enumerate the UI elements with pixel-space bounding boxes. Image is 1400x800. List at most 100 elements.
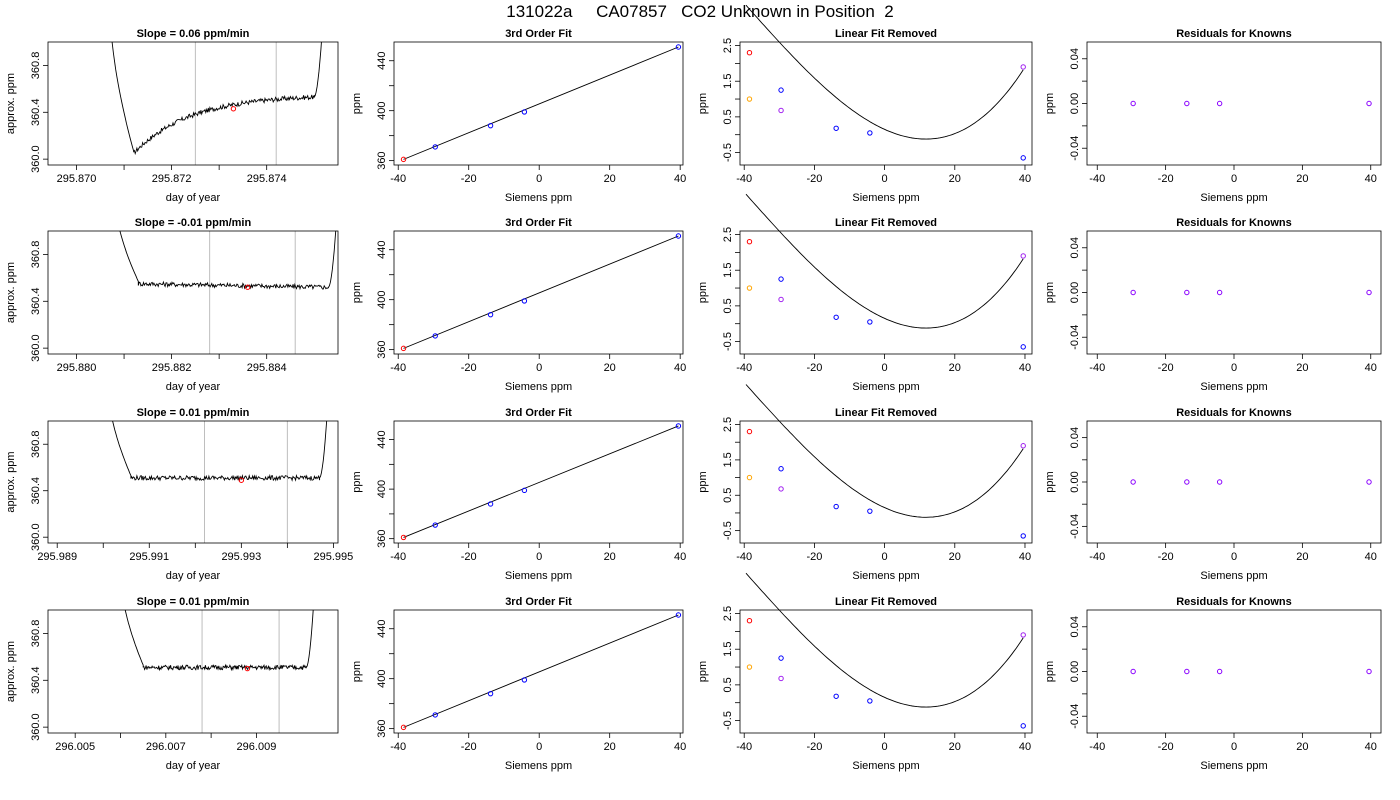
removed-ytick-label: 1.5 (722, 452, 734, 467)
fit-ytick-label: 400 (376, 291, 388, 309)
removed-ylabel: ppm (697, 471, 709, 492)
fit-panel: 3rd Order Fit Siemens ppm ppm -40 -20 0 20 40 36… (351, 217, 686, 393)
resid-ytick-label: 0.04 (1069, 616, 1081, 637)
removed-known-point (833, 125, 839, 131)
trace-ytick-label: 360.8 (30, 620, 42, 648)
removed-title: Linear Fit Removed (835, 217, 937, 229)
trace-panel: Slope = -0.01 ppm/min day of year approx. … (5, 217, 339, 393)
fit-known-point (675, 612, 682, 618)
removed-xtick-label: 40 (1019, 551, 1031, 563)
fit-xlabel: Siemens ppm (505, 760, 572, 772)
removed-ytick-label: -0.5 (722, 143, 734, 162)
resid-xtick-label: 40 (1365, 551, 1377, 563)
removed-known-point (867, 319, 873, 325)
fit-title: 3rd Order Fit (505, 596, 572, 608)
fit-ytick-label: 440 (376, 52, 388, 70)
trace-frame (47, 41, 339, 166)
removed-xtick-label: -40 (736, 173, 752, 185)
resid-ytick-label: -0.04 (1069, 514, 1081, 539)
fit-xtick-label: -20 (461, 362, 477, 374)
removed-panel: Linear Fit Removed Siemens ppm ppm -40 -20 0 2… (697, 193, 1033, 393)
resid-title: Residuals for Knowns (1176, 217, 1292, 229)
fit-line (403, 425, 679, 538)
trace-xtick-label: 296.009 (237, 741, 277, 753)
resid-point (1216, 479, 1223, 485)
fit-known-point (521, 487, 528, 494)
trace-panel: Slope = 0.01 ppm/min day of year approx. p… (5, 596, 339, 772)
removed-xtick-label: 20 (949, 741, 961, 753)
fit-ylabel: ppm (351, 471, 363, 492)
trace-xlabel: day of year (166, 192, 221, 204)
cubic-curve (745, 4, 1024, 140)
trace-xtick-label: 295.870 (57, 173, 97, 185)
removed-unknown-point (746, 238, 753, 245)
trace-ytick-label: 360.4 (30, 477, 42, 505)
fit-unknown-point (400, 724, 407, 731)
resid-ytick-label: 0.00 (1069, 661, 1081, 682)
removed-known-point (833, 693, 839, 699)
removed-ytick-label: 1.5 (722, 74, 734, 89)
fit-known-point (675, 423, 682, 429)
trace-panel: Slope = 0.01 ppm/min day of year approx. p… (5, 407, 353, 582)
removed-panel: Linear Fit Removed Siemens ppm ppm -40 -20 0 2… (697, 572, 1033, 772)
removed-ytick-label: 0.5 (722, 677, 734, 692)
resid-xtick-label: -40 (1089, 362, 1105, 374)
cubic-curve (745, 572, 1024, 708)
fit-xtick-label: 0 (536, 551, 542, 563)
fit-ytick-label: 400 (376, 102, 388, 120)
removed-title: Linear Fit Removed (835, 596, 937, 608)
resid-point (1366, 479, 1372, 485)
removed-unknown-point (746, 49, 753, 56)
trace-line (111, 42, 322, 156)
fit-xtick-label: 0 (536, 173, 542, 185)
trace-ytick-label: 360.8 (30, 430, 42, 458)
fit-known-point (432, 333, 438, 339)
removed-purple-point (778, 107, 784, 114)
removed-purple-point (1020, 253, 1026, 259)
fit-xtick-label: -40 (390, 362, 406, 374)
trace-xtick-label: 296.007 (146, 741, 186, 753)
removed-orange-point (746, 285, 753, 291)
resid-point (1216, 668, 1223, 675)
fit-xtick-label: -20 (461, 741, 477, 753)
resid-point (1184, 668, 1190, 675)
resid-ylabel: ppm (1044, 282, 1056, 303)
resid-panel: Residuals for Knowns Siemens ppm ppm -40 -20… (1044, 596, 1382, 772)
fit-xtick-label: 20 (604, 362, 616, 374)
removed-known-point (1020, 723, 1026, 729)
resid-ytick-label: -0.04 (1069, 325, 1081, 350)
fit-frame (393, 41, 684, 166)
fit-known-point (487, 122, 494, 129)
trace-xtick-label: 295.882 (152, 362, 192, 374)
fit-ytick-label: 400 (376, 670, 388, 688)
resid-point (1184, 479, 1190, 485)
resid-xtick-label: 40 (1365, 741, 1377, 753)
removed-known-point (778, 87, 784, 93)
resid-ytick-label: 0.04 (1069, 48, 1081, 69)
removed-known-point (778, 276, 784, 282)
fit-xtick-label: 40 (674, 362, 686, 374)
removed-orange-point (746, 664, 753, 670)
trace-ytick-label: 360.0 (30, 713, 42, 741)
fit-known-point (487, 501, 494, 507)
removed-purple-point (778, 486, 784, 492)
fit-xtick-label: 20 (604, 173, 616, 185)
removed-known-point (1020, 533, 1026, 539)
fit-ytick-label: 360 (376, 719, 388, 737)
resid-ytick-label: -0.04 (1069, 136, 1081, 161)
trace-frame (47, 609, 339, 734)
fit-xtick-label: -40 (390, 551, 406, 563)
fit-unknown-point (400, 534, 407, 541)
trace-xtick-label: 296.005 (55, 741, 95, 753)
removed-ytick-label: 1.5 (722, 263, 734, 278)
fit-known-point (487, 690, 494, 697)
fit-line (403, 614, 679, 728)
removed-title: Linear Fit Removed (835, 407, 937, 419)
trace-ytick-label: 360.4 (30, 667, 42, 695)
fit-ytick-label: 360 (376, 151, 388, 169)
removed-ytick-label: 1.5 (722, 642, 734, 657)
resid-ytick-label: 0.00 (1069, 93, 1081, 114)
fit-ylabel: ppm (351, 93, 363, 114)
removed-ylabel: ppm (697, 661, 709, 682)
trace-xlabel: day of year (166, 381, 221, 393)
